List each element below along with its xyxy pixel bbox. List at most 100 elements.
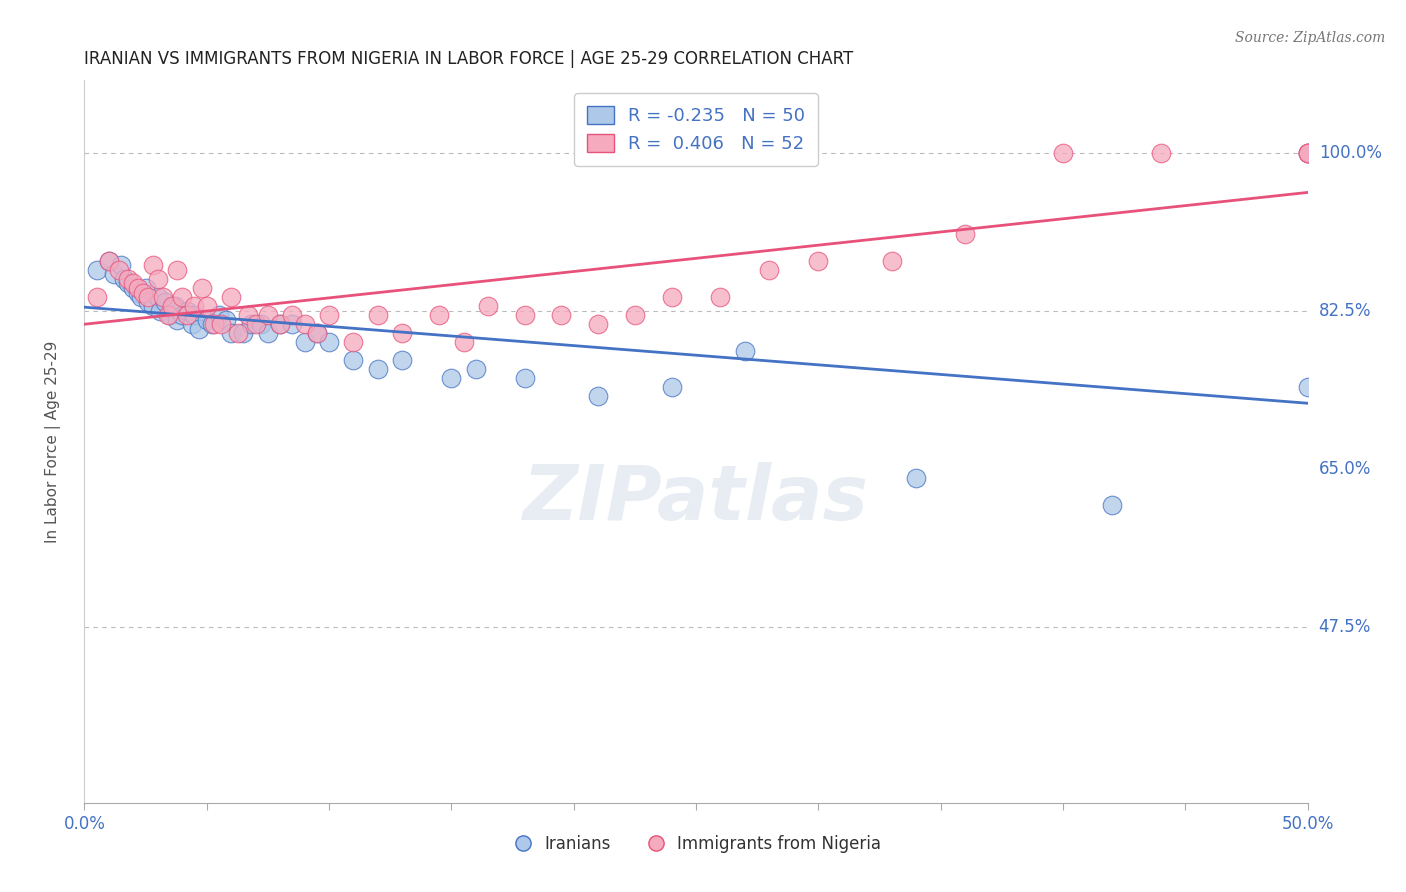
- Point: [245, 317, 267, 331]
- Point: [97, 254, 120, 268]
- Text: Source: ZipAtlas.com: Source: ZipAtlas.com: [1234, 31, 1385, 45]
- Point: [953, 227, 976, 241]
- Point: [195, 299, 218, 313]
- Point: [202, 317, 225, 331]
- Point: [219, 326, 242, 341]
- Point: [153, 294, 176, 309]
- Point: [709, 290, 731, 304]
- Point: [269, 317, 291, 331]
- Point: [734, 344, 756, 359]
- Point: [550, 308, 572, 322]
- Point: [367, 362, 389, 376]
- Point: [209, 317, 232, 331]
- Point: [107, 263, 129, 277]
- Y-axis label: In Labor Force | Age 25-29: In Labor Force | Age 25-29: [45, 341, 60, 542]
- Point: [391, 353, 413, 368]
- Point: [219, 290, 242, 304]
- Point: [142, 259, 165, 273]
- Point: [117, 277, 139, 291]
- Point: [294, 317, 316, 331]
- Point: [391, 326, 413, 341]
- Point: [232, 326, 254, 341]
- Point: [110, 259, 132, 273]
- Point: [305, 326, 328, 341]
- Point: [1296, 145, 1319, 160]
- Point: [183, 299, 205, 313]
- Point: [122, 277, 145, 291]
- Point: [1052, 145, 1074, 160]
- Point: [122, 281, 145, 295]
- Point: [228, 326, 250, 341]
- Point: [318, 308, 340, 322]
- Point: [477, 299, 499, 313]
- Point: [195, 312, 218, 326]
- Point: [156, 308, 179, 322]
- Text: 65.0%: 65.0%: [1319, 459, 1371, 477]
- Point: [181, 317, 204, 331]
- Point: [191, 281, 214, 295]
- Point: [367, 308, 389, 322]
- Point: [112, 272, 135, 286]
- Point: [215, 312, 238, 326]
- Point: [342, 335, 364, 350]
- Point: [146, 290, 169, 304]
- Point: [176, 308, 198, 322]
- Point: [249, 317, 271, 331]
- Point: [159, 308, 181, 322]
- Legend: Iranians, Immigrants from Nigeria: Iranians, Immigrants from Nigeria: [505, 828, 887, 860]
- Point: [162, 299, 184, 313]
- Point: [624, 308, 647, 322]
- Point: [127, 285, 149, 300]
- Point: [1150, 145, 1173, 160]
- Point: [152, 290, 174, 304]
- Point: [1296, 145, 1319, 160]
- Point: [188, 321, 211, 335]
- Point: [1296, 145, 1319, 160]
- Point: [1101, 498, 1123, 512]
- Point: [318, 335, 340, 350]
- Point: [176, 303, 198, 318]
- Point: [200, 317, 222, 331]
- Point: [146, 272, 169, 286]
- Text: 47.5%: 47.5%: [1319, 617, 1371, 636]
- Point: [905, 471, 928, 485]
- Point: [513, 308, 536, 322]
- Point: [208, 308, 231, 322]
- Point: [880, 254, 903, 268]
- Point: [305, 326, 328, 341]
- Point: [1296, 145, 1319, 160]
- Point: [661, 380, 683, 394]
- Point: [661, 290, 683, 304]
- Point: [464, 362, 486, 376]
- Point: [440, 371, 463, 385]
- Point: [257, 308, 280, 322]
- Point: [281, 308, 304, 322]
- Point: [127, 281, 149, 295]
- Text: IRANIAN VS IMMIGRANTS FROM NIGERIA IN LABOR FORCE | AGE 25-29 CORRELATION CHART: IRANIAN VS IMMIGRANTS FROM NIGERIA IN LA…: [84, 50, 853, 68]
- Point: [172, 308, 194, 322]
- Point: [586, 317, 609, 331]
- Point: [136, 294, 159, 309]
- Point: [586, 389, 609, 403]
- Point: [129, 290, 152, 304]
- Point: [86, 290, 108, 304]
- Point: [135, 281, 157, 295]
- Point: [807, 254, 830, 268]
- Point: [166, 312, 188, 326]
- Point: [294, 335, 316, 350]
- Point: [1296, 380, 1319, 394]
- Point: [97, 254, 120, 268]
- Point: [117, 272, 139, 286]
- Point: [163, 299, 186, 313]
- Point: [239, 317, 262, 331]
- Point: [513, 371, 536, 385]
- Text: 100.0%: 100.0%: [1319, 144, 1382, 161]
- Point: [86, 263, 108, 277]
- Point: [342, 353, 364, 368]
- Point: [453, 335, 475, 350]
- Point: [142, 299, 165, 313]
- Point: [281, 317, 304, 331]
- Text: 82.5%: 82.5%: [1319, 301, 1371, 319]
- Point: [149, 303, 172, 318]
- Point: [183, 308, 205, 322]
